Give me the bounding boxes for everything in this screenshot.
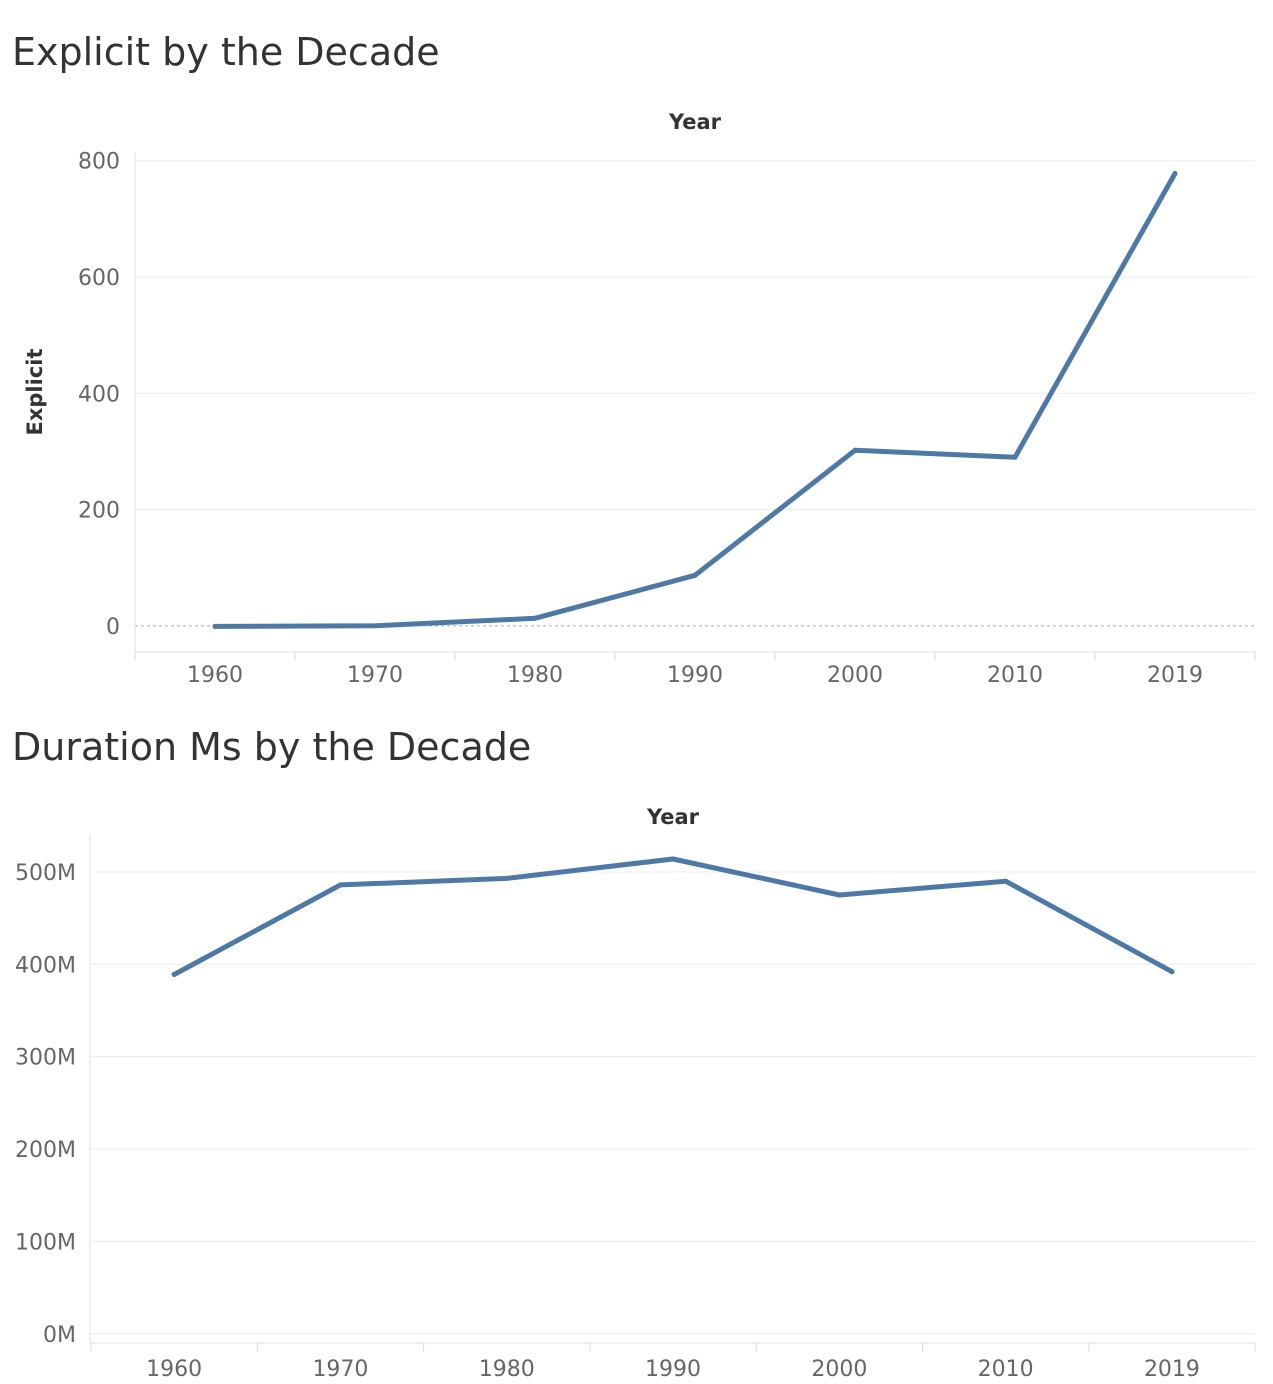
y-tick-label: 200 bbox=[78, 499, 120, 524]
y-tick-label: 100M bbox=[15, 1230, 76, 1255]
x-tick-label: 1990 bbox=[645, 1357, 701, 1382]
chart-title-duration: Duration Ms by the Decade bbox=[12, 725, 532, 769]
explicit-line-chart: 0 200 400 600 800 1960 1970 1980 1990 2000 2010 201… bbox=[23, 110, 1256, 688]
data-point bbox=[532, 615, 538, 621]
x-tick-label: 1980 bbox=[507, 663, 563, 688]
y-tick-label: 500M bbox=[15, 861, 76, 886]
x-tick-label: 2019 bbox=[1147, 663, 1203, 688]
x-tick-label: 1970 bbox=[312, 1357, 368, 1382]
data-point bbox=[372, 623, 378, 629]
x-axis-title: Year bbox=[646, 805, 700, 829]
y-tick-label: 400 bbox=[78, 382, 120, 407]
x-tick-label: 2000 bbox=[827, 663, 883, 688]
series-line-1 bbox=[212, 171, 1178, 629]
x-tick-label: 1980 bbox=[479, 1357, 535, 1382]
x-tick-label: 1960 bbox=[146, 1357, 202, 1382]
x-tick-label: 1990 bbox=[667, 663, 723, 688]
x-tick-label: 2010 bbox=[987, 663, 1043, 688]
y-tick-label: 600 bbox=[78, 266, 120, 291]
data-point bbox=[1172, 171, 1178, 177]
y-axis-title: Explicit bbox=[23, 348, 47, 435]
data-point bbox=[337, 882, 343, 888]
data-point bbox=[670, 856, 676, 862]
y-tick-label: 800 bbox=[78, 150, 120, 175]
chart-title-explicit: Explicit by the Decade bbox=[12, 30, 440, 74]
x-tick-label: 1970 bbox=[347, 663, 403, 688]
x-tick-label: 2019 bbox=[1144, 1357, 1200, 1382]
x-tick-label: 1960 bbox=[187, 663, 243, 688]
data-point bbox=[836, 892, 842, 898]
y-tick-label: 0 bbox=[106, 615, 120, 640]
y-tick-label: 200M bbox=[15, 1138, 76, 1163]
data-point bbox=[852, 447, 858, 453]
data-point bbox=[1012, 454, 1018, 460]
data-point bbox=[212, 623, 218, 629]
series-line-1 bbox=[171, 856, 1175, 977]
data-point bbox=[171, 971, 177, 977]
duration-line-chart: 0M 100M 200M 300M 400M 500M 1960 1970 1980 1990 20… bbox=[15, 805, 1256, 1382]
data-point bbox=[1003, 878, 1009, 884]
y-tick-label: 0M bbox=[43, 1323, 76, 1348]
x-axis-title: Year bbox=[668, 110, 722, 134]
y-tick-label: 300M bbox=[15, 1046, 76, 1071]
x-tick-label: 2010 bbox=[978, 1357, 1034, 1382]
x-tick-label: 2000 bbox=[811, 1357, 867, 1382]
data-point bbox=[1169, 969, 1175, 975]
data-point bbox=[504, 875, 510, 881]
y-tick-label: 400M bbox=[15, 953, 76, 978]
data-point bbox=[692, 572, 698, 578]
